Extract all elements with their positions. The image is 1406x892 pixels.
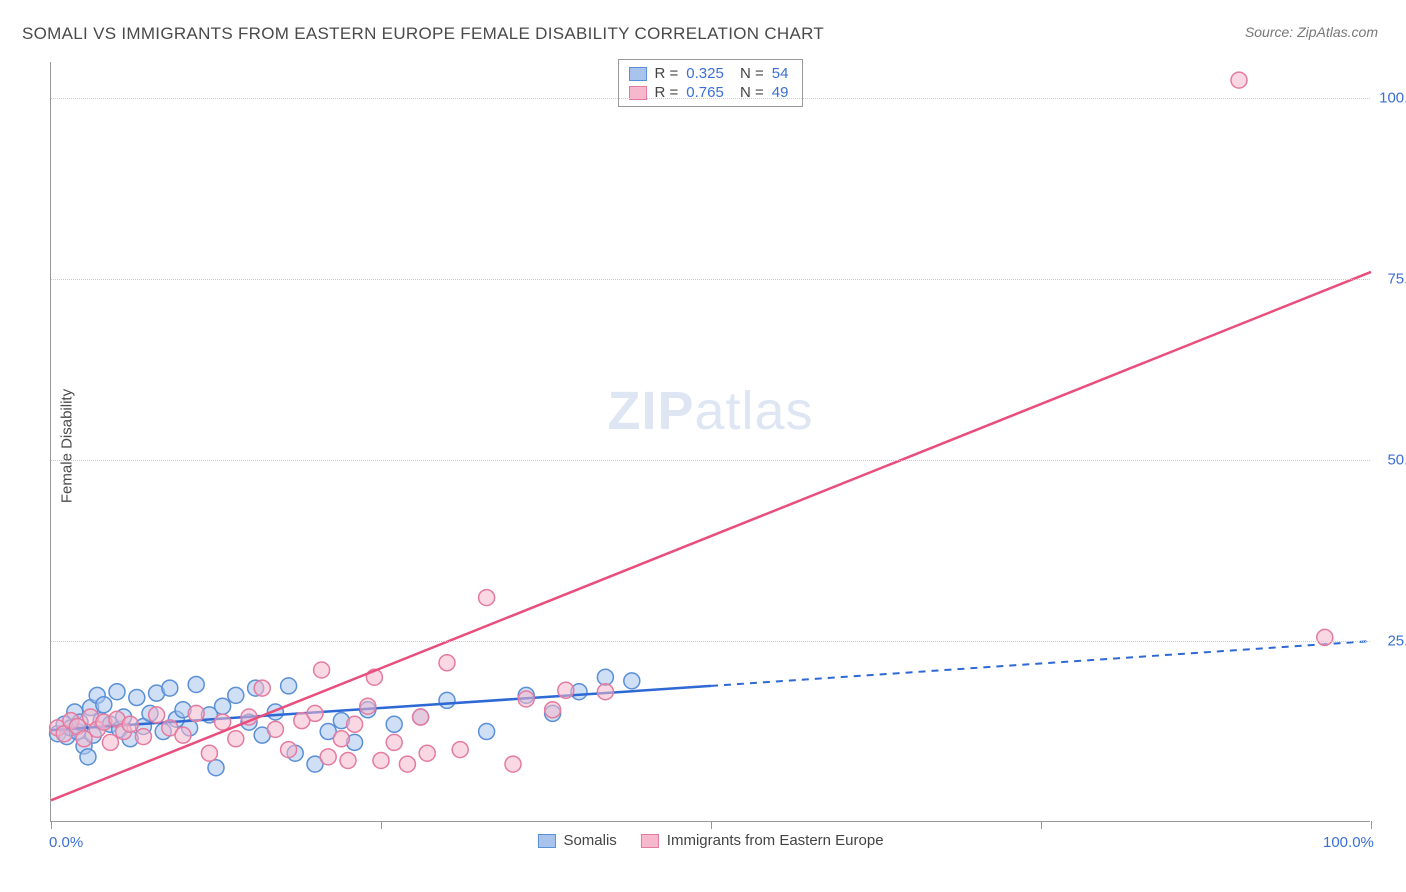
data-point xyxy=(267,721,283,737)
legend-series-label: Immigrants from Eastern Europe xyxy=(667,832,884,849)
data-point xyxy=(597,684,613,700)
data-point xyxy=(320,749,336,765)
data-point xyxy=(149,707,165,723)
data-point xyxy=(307,705,323,721)
data-point xyxy=(545,702,561,718)
x-tick xyxy=(51,821,52,829)
x-tick xyxy=(381,821,382,829)
data-point xyxy=(1317,629,1333,645)
data-point xyxy=(413,709,429,725)
x-tick-label: 0.0% xyxy=(49,834,83,851)
legend-bottom: Somalis Immigrants from Eastern Europe xyxy=(537,832,883,849)
data-point xyxy=(333,731,349,747)
source-attribution: Source: ZipAtlas.com xyxy=(1245,24,1378,40)
legend-swatch xyxy=(641,834,659,848)
data-point xyxy=(373,752,389,768)
data-point xyxy=(122,716,138,732)
y-tick-label: 50.0% xyxy=(1387,452,1406,469)
data-point xyxy=(479,724,495,740)
data-point xyxy=(109,684,125,700)
chart-title: SOMALI VS IMMIGRANTS FROM EASTERN EUROPE… xyxy=(22,24,824,44)
data-point xyxy=(624,673,640,689)
legend-n-label: N = xyxy=(736,65,764,82)
gridline xyxy=(51,460,1370,461)
data-point xyxy=(135,729,151,745)
data-point xyxy=(102,734,118,750)
data-point xyxy=(162,680,178,696)
data-point xyxy=(399,756,415,772)
trend-line-dashed xyxy=(711,641,1371,686)
data-point xyxy=(175,727,191,743)
data-point xyxy=(518,691,534,707)
data-point xyxy=(558,682,574,698)
data-point xyxy=(439,692,455,708)
trend-line xyxy=(51,272,1371,800)
data-point xyxy=(479,590,495,606)
data-point xyxy=(96,697,112,713)
gridline xyxy=(51,641,1370,642)
data-point xyxy=(347,716,363,732)
data-point xyxy=(129,690,145,706)
x-tick xyxy=(1371,821,1372,829)
legend-swatch xyxy=(629,67,647,81)
data-point xyxy=(80,749,96,765)
data-point xyxy=(452,742,468,758)
gridline xyxy=(51,98,1370,99)
legend-n-value: 54 xyxy=(772,65,789,82)
x-tick xyxy=(1041,821,1042,829)
data-point xyxy=(360,698,376,714)
x-tick-label: 100.0% xyxy=(1323,834,1374,851)
data-point xyxy=(281,678,297,694)
legend-r-value: 0.325 xyxy=(686,65,724,82)
legend-bottom-item: Immigrants from Eastern Europe xyxy=(641,832,884,849)
data-point xyxy=(505,756,521,772)
data-point xyxy=(597,669,613,685)
legend-r-label: R = xyxy=(655,65,679,82)
data-point xyxy=(201,745,217,761)
y-tick-label: 75.0% xyxy=(1387,271,1406,288)
legend-swatch xyxy=(537,834,555,848)
legend-bottom-item: Somalis xyxy=(537,832,616,849)
legend-series-label: Somalis xyxy=(563,832,616,849)
data-point xyxy=(215,698,231,714)
y-tick-label: 100.0% xyxy=(1379,90,1406,107)
data-point xyxy=(215,714,231,730)
data-point xyxy=(208,760,224,776)
data-point xyxy=(188,705,204,721)
scatter-svg xyxy=(51,62,1370,821)
plot-area: ZIPatlas R =0.325 N =54R =0.765 N =49 So… xyxy=(50,62,1370,822)
gridline xyxy=(51,279,1370,280)
legend-top-row: R = 0.325 N = 54 xyxy=(629,64,793,83)
x-tick xyxy=(711,821,712,829)
data-point xyxy=(228,687,244,703)
data-point xyxy=(439,655,455,671)
data-point xyxy=(281,742,297,758)
data-point xyxy=(340,752,356,768)
y-tick-label: 25.0% xyxy=(1387,633,1406,650)
data-point xyxy=(228,731,244,747)
legend-top: R =0.325 N =54R =0.765 N =49 xyxy=(618,59,804,107)
data-point xyxy=(254,680,270,696)
data-point xyxy=(386,716,402,732)
data-point xyxy=(314,662,330,678)
data-point xyxy=(188,676,204,692)
data-point xyxy=(419,745,435,761)
data-point xyxy=(1231,72,1247,88)
data-point xyxy=(386,734,402,750)
